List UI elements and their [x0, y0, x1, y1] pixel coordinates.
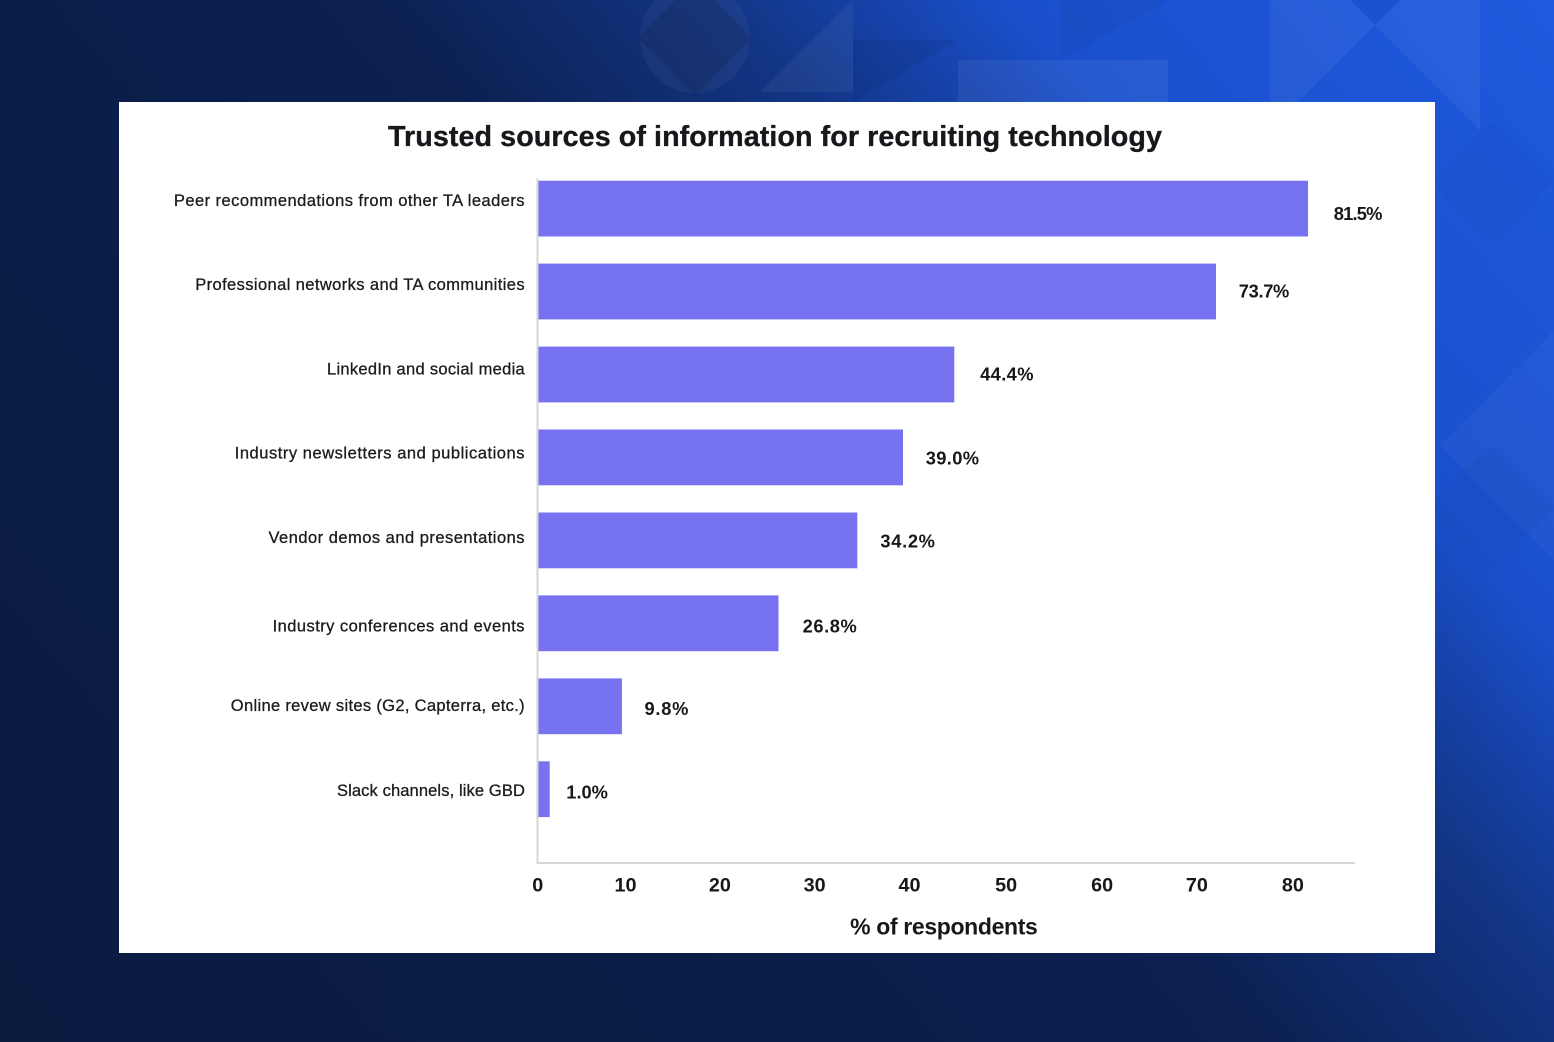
svg-text:40: 40 — [898, 875, 920, 897]
svg-text:20: 20 — [709, 875, 731, 897]
svg-text:0: 0 — [532, 875, 543, 897]
svg-text:Industry newsletters and publi: Industry newsletters and publications — [235, 444, 525, 462]
svg-text:LinkedIn and social media: LinkedIn and social media — [327, 360, 526, 378]
svg-text:10: 10 — [614, 875, 636, 897]
svg-text:% of respondents: % of respondents — [850, 913, 1037, 939]
svg-text:Trusted sources of information: Trusted sources of information for recru… — [388, 121, 1162, 153]
svg-text:1.0%: 1.0% — [566, 782, 608, 803]
svg-text:26.8%: 26.8% — [803, 616, 858, 637]
svg-text:Professional networks and TA c: Professional networks and TA communities — [195, 276, 525, 294]
svg-text:9.8%: 9.8% — [645, 698, 690, 719]
svg-text:60: 60 — [1091, 875, 1113, 897]
svg-text:80: 80 — [1282, 875, 1304, 897]
svg-text:39.0%: 39.0% — [926, 447, 980, 468]
svg-text:30: 30 — [804, 875, 826, 897]
svg-text:Online revew sites (G2, Capter: Online revew sites (G2, Capterra, etc.) — [231, 697, 525, 715]
svg-text:Industry conferences and event: Industry conferences and events — [273, 618, 525, 636]
svg-text:70: 70 — [1186, 875, 1208, 897]
svg-text:Vendor demos and presentations: Vendor demos and presentations — [268, 529, 525, 547]
svg-text:73.7%: 73.7% — [1239, 281, 1289, 302]
svg-text:Peer recommendations from othe: Peer recommendations from other TA leade… — [174, 192, 525, 210]
svg-text:44.4%: 44.4% — [980, 364, 1034, 385]
svg-text:81.5%: 81.5% — [1334, 203, 1382, 224]
svg-text:34.2%: 34.2% — [880, 530, 935, 551]
svg-text:50: 50 — [995, 875, 1017, 897]
svg-text:Slack channels, like GBD: Slack channels, like GBD — [337, 782, 525, 800]
